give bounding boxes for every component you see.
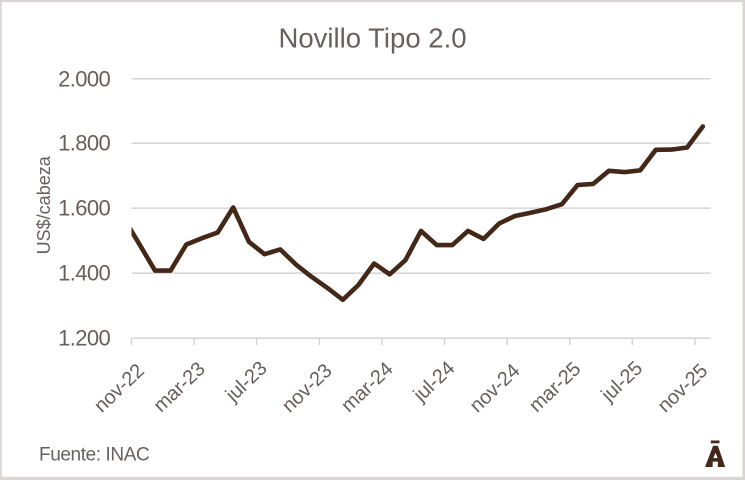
svg-text:nov-25: nov-25 (654, 360, 713, 417)
svg-text:mar-24: mar-24 (337, 358, 397, 417)
svg-text:1.400: 1.400 (58, 261, 110, 286)
svg-text:Fuente: INAC: Fuente: INAC (39, 444, 149, 465)
svg-text:nov-24: nov-24 (466, 360, 525, 417)
svg-text:1.200: 1.200 (58, 326, 110, 351)
svg-text:jul-23: jul-23 (221, 357, 272, 407)
svg-text:nov-22: nov-22 (90, 360, 149, 417)
svg-text:1.600: 1.600 (58, 196, 110, 221)
svg-text:2.000: 2.000 (58, 66, 110, 91)
svg-text:Novillo Tipo 2.0: Novillo Tipo 2.0 (278, 22, 466, 53)
svg-text:nov-23: nov-23 (278, 360, 337, 417)
svg-text:US$/cabeza: US$/cabeza (34, 155, 54, 254)
svg-text:1.800: 1.800 (58, 131, 110, 156)
svg-text:jul-25: jul-25 (597, 357, 648, 407)
svg-text:mar-23: mar-23 (149, 358, 209, 417)
svg-text:mar-25: mar-25 (525, 358, 585, 417)
svg-text:jul-24: jul-24 (409, 357, 460, 407)
